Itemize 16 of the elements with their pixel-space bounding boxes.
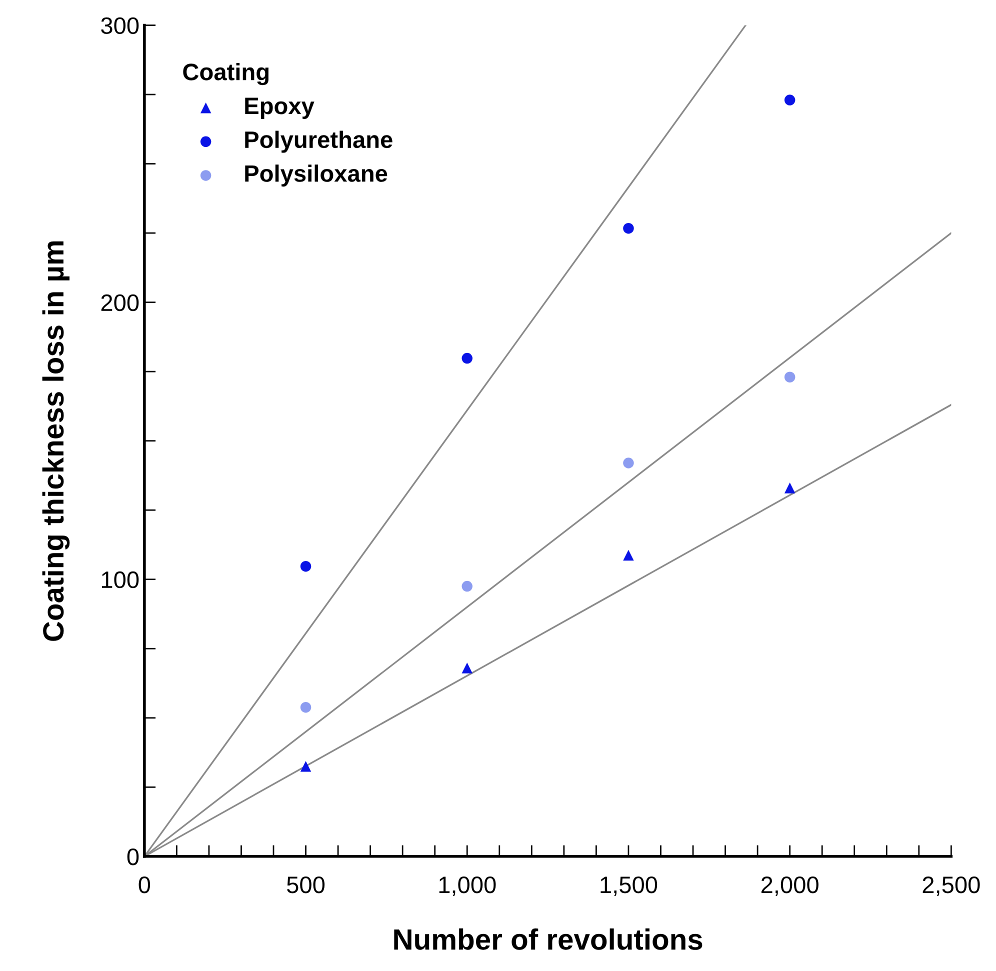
x-tick-label: 0 [138, 876, 150, 894]
x-tick-label: 2,000 [761, 876, 818, 896]
y-tick-label: 300 [101, 17, 139, 34]
x-tick-label: 1,500 [600, 876, 658, 896]
legend-label: Polyurethane [245, 130, 392, 153]
x-tick-label: 2,500 [922, 876, 980, 896]
y-axis-title: Coating thickness loss in µm [42, 241, 70, 641]
y-tick-label: 200 [101, 294, 139, 312]
legend-label: Polysiloxane [245, 164, 388, 187]
legend-label: Epoxy [245, 98, 314, 119]
y-tick-label: 100 [102, 571, 139, 588]
x-tick-label: 500 [287, 876, 325, 894]
legend-title: Coating [183, 63, 268, 86]
x-axis-title: Number of revolutions [394, 928, 702, 950]
x-tick-label: 1,000 [439, 876, 496, 896]
y-tick-label: 0 [127, 848, 139, 866]
